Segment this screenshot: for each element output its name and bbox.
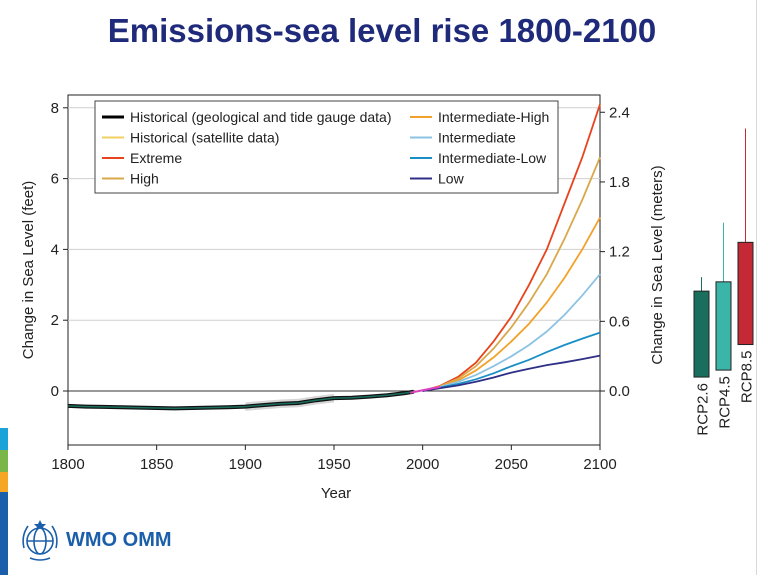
y-right-tick-label: 2.4 bbox=[609, 104, 630, 121]
left-accent-bar-green bbox=[0, 450, 8, 472]
legend-label: Extreme bbox=[130, 150, 182, 166]
legend-label: Intermediate-Low bbox=[438, 150, 547, 166]
y-left-axis-title: Change in Sea Level (feet) bbox=[20, 181, 37, 359]
legend-label: Low bbox=[438, 171, 465, 187]
x-tick-label: 1950 bbox=[317, 456, 350, 473]
y-right-tick-label: 1.8 bbox=[609, 174, 630, 191]
series-satellite-line bbox=[410, 385, 441, 394]
series-line-intermediate-high bbox=[422, 217, 601, 392]
legend-label: Historical (geological and tide gauge da… bbox=[130, 109, 392, 125]
y-right-axis-title: Change in Sea Level (meters) bbox=[649, 165, 666, 364]
legend-label: Intermediate-High bbox=[438, 109, 549, 125]
slide-edge-divider bbox=[756, 0, 757, 575]
series-historical-core bbox=[67, 390, 414, 410]
rcp-label: RCP2.6 bbox=[695, 383, 712, 436]
series-line-intermediate-low bbox=[422, 331, 601, 392]
series-line-intermediate bbox=[422, 273, 601, 392]
x-tick-label: 1850 bbox=[140, 456, 173, 473]
rcp-label: RCP4.5 bbox=[717, 376, 734, 429]
x-tick-label: 2050 bbox=[495, 456, 528, 473]
wmo-globe-emblem-icon bbox=[22, 520, 58, 561]
legend-label: High bbox=[130, 171, 159, 187]
x-tick-label: 2000 bbox=[406, 456, 439, 473]
left-accent-bar-cyan bbox=[0, 428, 8, 450]
left-accent-bar-blue bbox=[0, 492, 8, 575]
y-left-tick-label: 4 bbox=[51, 241, 59, 258]
rcp-label: RCP8.5 bbox=[739, 351, 756, 404]
legend-label: Historical (satellite data) bbox=[130, 130, 279, 146]
y-right-tick-label: 0.0 bbox=[609, 383, 630, 400]
y-right-tick-label: 1.2 bbox=[609, 244, 630, 261]
x-tick-label: 1800 bbox=[51, 456, 84, 473]
legend-label: Intermediate bbox=[438, 130, 516, 146]
logo-text: WMO OMM bbox=[66, 529, 172, 551]
y-left-tick-label: 0 bbox=[51, 383, 59, 400]
x-tick-label: 1900 bbox=[229, 456, 262, 473]
legend-box bbox=[94, 100, 559, 194]
series-line-extreme bbox=[422, 103, 601, 392]
x-tick-label: 2100 bbox=[583, 456, 616, 473]
series-line-low bbox=[422, 354, 601, 392]
wmo-logo: WMO OMM bbox=[18, 518, 178, 564]
rcp-box bbox=[715, 281, 732, 371]
y-left-tick-label: 6 bbox=[51, 171, 59, 188]
rcp-box bbox=[737, 241, 754, 346]
left-accent-bar-orange bbox=[0, 472, 8, 492]
y-left-tick-label: 8 bbox=[51, 100, 59, 117]
y-left-tick-label: 2 bbox=[51, 312, 59, 329]
slide-title: Emissions-sea level rise 1800-2100 bbox=[107, 12, 657, 49]
series-line-high bbox=[422, 157, 601, 392]
x-axis-title: Year bbox=[321, 485, 351, 502]
rcp-box bbox=[693, 290, 710, 378]
y-right-tick-label: 0.6 bbox=[609, 313, 630, 330]
